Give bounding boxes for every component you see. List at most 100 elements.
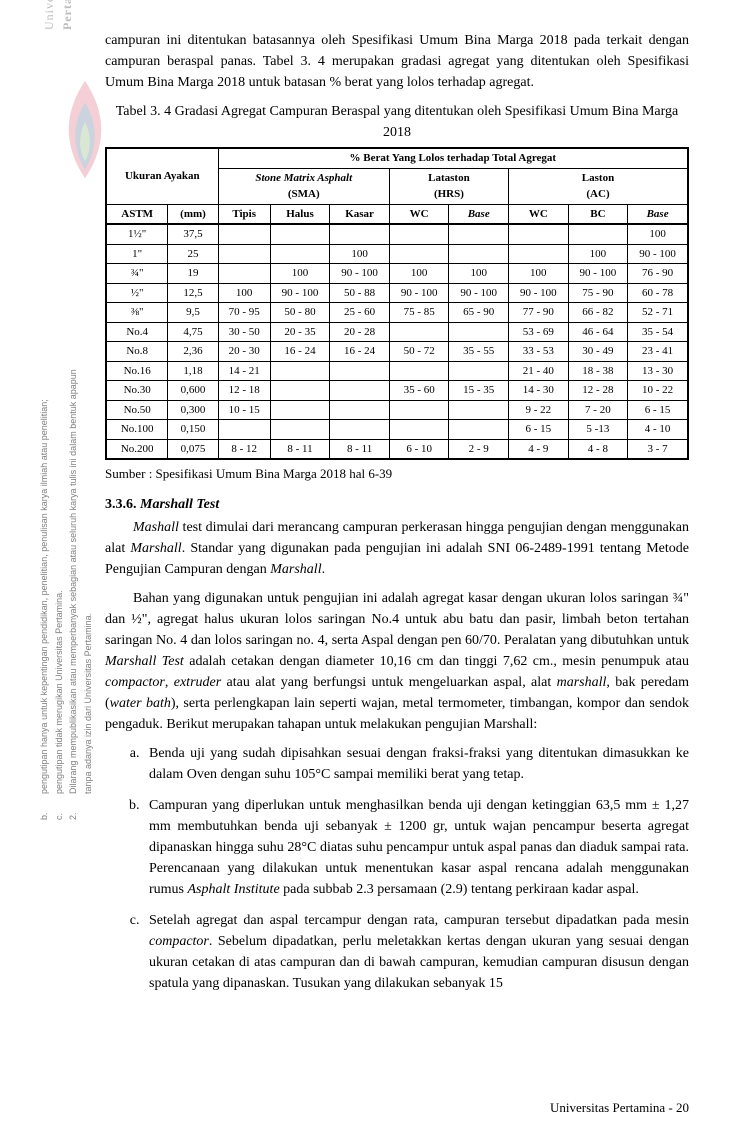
table-cell: 9 - 22: [509, 400, 569, 420]
th-tipis: Tipis: [218, 204, 270, 224]
list-item: Setelah agregat dan aspal tercampur deng…: [143, 910, 689, 994]
table-cell: 0,600: [168, 381, 218, 401]
table-cell: [449, 420, 509, 440]
table-cell: [389, 224, 449, 244]
table-cell: [270, 381, 330, 401]
table-cell: 3 - 7: [628, 439, 688, 459]
th-mm: (mm): [168, 204, 218, 224]
table-cell: 100: [449, 264, 509, 284]
table-cell: [330, 361, 390, 381]
table-cell: 50 - 72: [389, 342, 449, 362]
table-cell: [449, 400, 509, 420]
table-cell: 6 - 15: [509, 420, 569, 440]
table-cell: [389, 420, 449, 440]
table-cell: ¾": [106, 264, 168, 284]
table-cell: 37,5: [168, 224, 218, 244]
table-cell: [389, 322, 449, 342]
table-cell: [270, 400, 330, 420]
table-cell: [449, 224, 509, 244]
table-cell: 50 - 80: [270, 303, 330, 323]
table-cell: 8 - 11: [270, 439, 330, 459]
table-cell: 75 - 85: [389, 303, 449, 323]
table-cell: 20 - 28: [330, 322, 390, 342]
table-cell: 21 - 40: [509, 361, 569, 381]
table-cell: No.30: [106, 381, 168, 401]
table-cell: 4 - 9: [509, 439, 569, 459]
th-awc: WC: [509, 204, 569, 224]
table-cell: [330, 224, 390, 244]
table-cell: 6 - 15: [628, 400, 688, 420]
table-cell: 100: [270, 264, 330, 284]
list-item: Benda uji yang sudah dipisahkan sesuai d…: [143, 743, 689, 785]
table-cell: [218, 420, 270, 440]
table-cell: 90 - 100: [509, 283, 569, 303]
table-cell: 1,18: [168, 361, 218, 381]
table-caption: Tabel 3. 4 Gradasi Agregat Campuran Bera…: [105, 101, 689, 143]
section-number: 3.3.6.: [105, 497, 137, 512]
table-cell: 8 - 11: [330, 439, 390, 459]
table-cell: [330, 400, 390, 420]
th-abc: BC: [568, 204, 628, 224]
table-cell: 25 - 60: [330, 303, 390, 323]
table-cell: 4,75: [168, 322, 218, 342]
table-cell: 100: [509, 264, 569, 284]
table-cell: 20 - 30: [218, 342, 270, 362]
table-cell: 16 - 24: [330, 342, 390, 362]
table-cell: 50 - 88: [330, 283, 390, 303]
table-cell: 2,36: [168, 342, 218, 362]
table-cell: [449, 361, 509, 381]
table-cell: 33 - 53: [509, 342, 569, 362]
table-cell: 100: [628, 224, 688, 244]
th-sma: Stone Matrix Asphalt(SMA): [218, 168, 389, 204]
table-cell: [218, 264, 270, 284]
table-cell: [389, 244, 449, 264]
table-cell: No.8: [106, 342, 168, 362]
table-cell: 14 - 30: [509, 381, 569, 401]
paragraph-1: Mashall test dimulai dari merancang camp…: [105, 517, 689, 580]
table-cell: [330, 381, 390, 401]
table-cell: [389, 361, 449, 381]
table-cell: 77 - 90: [509, 303, 569, 323]
table-cell: 65 - 90: [449, 303, 509, 323]
table-cell: 10 - 15: [218, 400, 270, 420]
table-cell: [568, 224, 628, 244]
th-abase: Base: [628, 204, 688, 224]
table-cell: 35 - 55: [449, 342, 509, 362]
table-cell: 18 - 38: [568, 361, 628, 381]
table-cell: 6 - 10: [389, 439, 449, 459]
table-cell: [270, 244, 330, 264]
table-cell: 76 - 90: [628, 264, 688, 284]
table-cell: 90 - 100: [389, 283, 449, 303]
paragraph-2: Bahan yang digunakan untuk pengujian ini…: [105, 588, 689, 735]
table-cell: 4 - 10: [628, 420, 688, 440]
table-cell: 75 - 90: [568, 283, 628, 303]
table-cell: [449, 322, 509, 342]
table-cell: 12 - 28: [568, 381, 628, 401]
table-cell: 30 - 49: [568, 342, 628, 362]
table-cell: 7 - 20: [568, 400, 628, 420]
table-cell: 1": [106, 244, 168, 264]
gradation-table: Ukuran Ayakan % Berat Yang Lolos terhada…: [105, 147, 689, 460]
table-cell: [509, 224, 569, 244]
th-ac: Laston(AC): [509, 168, 688, 204]
table-cell: 0,150: [168, 420, 218, 440]
table-cell: 100: [218, 283, 270, 303]
table-cell: 90 - 100: [330, 264, 390, 284]
table-cell: No.16: [106, 361, 168, 381]
th-hrs: Lataston(HRS): [389, 168, 508, 204]
th-halus: Halus: [270, 204, 330, 224]
section-title: Marshall Test: [140, 497, 219, 512]
table-cell: 35 - 60: [389, 381, 449, 401]
table-cell: 15 - 35: [449, 381, 509, 401]
table-source: Sumber : Spesifikasi Umum Bina Marga 201…: [105, 464, 689, 484]
table-cell: [389, 400, 449, 420]
table-cell: [218, 224, 270, 244]
table-cell: No.4: [106, 322, 168, 342]
table-cell: [330, 420, 390, 440]
th-percent: % Berat Yang Lolos terhadap Total Agrega…: [218, 148, 688, 168]
table-cell: No.100: [106, 420, 168, 440]
table-cell: 90 - 100: [449, 283, 509, 303]
table-cell: 5 -13: [568, 420, 628, 440]
table-cell: No.200: [106, 439, 168, 459]
table-cell: 66 - 82: [568, 303, 628, 323]
